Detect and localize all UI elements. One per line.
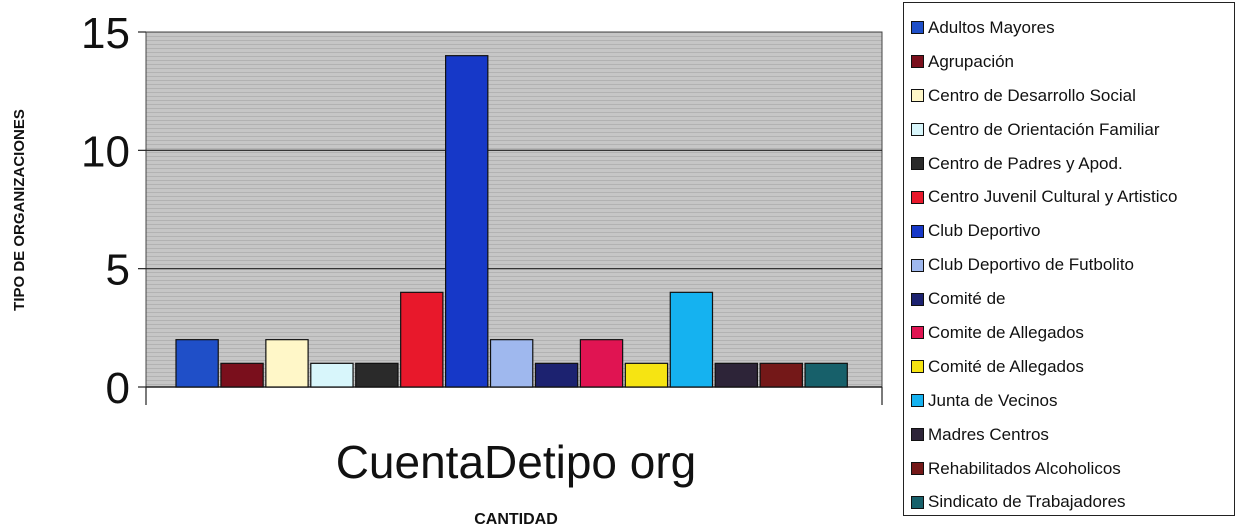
bar	[624, 362, 669, 388]
legend-label: Comité de	[928, 289, 1006, 309]
legend-swatch	[911, 360, 924, 374]
category-label: CuentaDetipo org	[336, 436, 697, 488]
bar	[804, 362, 848, 388]
legend-swatch	[911, 495, 924, 509]
legend-entry: Comité de Allegados	[904, 350, 1234, 384]
legend-label: Agrupación	[928, 51, 1015, 71]
legend-entry: Club Deportivo de Futbolito	[904, 248, 1234, 282]
y-axis-label: TIPO DE ORGANIZACIONES	[11, 109, 28, 311]
bar	[759, 362, 803, 388]
bar	[714, 362, 759, 388]
legend-swatch	[911, 428, 924, 442]
legend-entry: Madres Centros	[904, 418, 1234, 452]
legend-swatch	[911, 258, 924, 272]
legend-swatch	[911, 190, 924, 204]
bar	[489, 339, 534, 388]
legend-entry: Centro de Orientación Familiar	[904, 113, 1234, 147]
legend-swatch	[911, 123, 924, 137]
legend-entry: Junta de Vecinos	[904, 384, 1234, 418]
bar	[355, 362, 399, 388]
bars	[175, 55, 848, 388]
x-axis-label: CANTIDAD	[474, 511, 558, 528]
legend-swatch	[911, 326, 924, 340]
legend-label: Centro de Padres y Apod.	[928, 153, 1123, 173]
legend-label: Centro de Orientación Familiar	[928, 119, 1160, 139]
legend-entry: Centro de Padres y Apod.	[904, 147, 1234, 181]
legend-label: Madres Centros	[928, 424, 1049, 444]
legend-entry: Club Deportivo	[904, 214, 1234, 248]
bar	[220, 362, 264, 388]
legend-entry: Sindicato de Trabajadores	[904, 485, 1234, 519]
plot-area	[145, 31, 883, 388]
legend-entry: Centro Juvenil Cultural y Artistico	[904, 180, 1234, 214]
y-tick-label: 0	[106, 364, 130, 413]
legend-entry: Centro de Desarrollo Social	[904, 79, 1234, 113]
bar	[310, 362, 354, 388]
legend-entry: Agrupación	[904, 45, 1234, 79]
chart: 0 5 10 15 CuentaDetipo org CANTIDAD TIPO DE…	[11, 9, 883, 528]
bar	[579, 339, 624, 388]
legend-label: Club Deportivo de Futbolito	[928, 255, 1135, 275]
y-ticks: 0 5 10 15	[81, 9, 146, 413]
bar	[534, 362, 579, 388]
legend-swatch	[911, 462, 924, 476]
legend-label: Centro Juvenil Cultural y Artistico	[928, 187, 1178, 207]
legend-swatch	[911, 55, 924, 69]
legend-entry: Rehabilitados Alcoholicos	[904, 452, 1234, 486]
legend-entry: Adultos Mayores	[904, 11, 1234, 45]
legend: Adultos Mayores Agrupación Centro de Desar…	[903, 2, 1235, 516]
legend-entry: Comité de	[904, 282, 1234, 316]
bar	[400, 291, 444, 388]
legend-label: Adultos Mayores	[928, 17, 1055, 37]
legend-label: Sindicato de Trabajadores	[928, 492, 1126, 512]
y-tick-label: 10	[81, 127, 130, 176]
legend-label: Comite de Allegados	[928, 322, 1084, 342]
legend-swatch	[911, 224, 924, 238]
legend-swatch	[911, 157, 924, 170]
legend-swatch	[911, 292, 924, 306]
bar	[265, 339, 309, 388]
legend-swatch	[911, 89, 924, 103]
legend-swatch	[911, 21, 924, 35]
legend-label: Junta de Vecinos	[928, 390, 1058, 410]
y-tick-label: 15	[81, 9, 130, 58]
legend-label: Rehabilitados Alcoholicos	[928, 458, 1121, 478]
bar	[175, 339, 219, 388]
bar	[669, 291, 714, 388]
legend-label: Comité de Allegados	[928, 356, 1084, 376]
legend-label: Club Deportivo	[928, 221, 1041, 241]
legend-label: Centro de Desarrollo Social	[928, 85, 1136, 105]
y-tick-label: 5	[106, 246, 130, 295]
legend-swatch	[911, 394, 924, 408]
legend-entry: Comite de Allegados	[904, 316, 1234, 350]
bar	[445, 55, 489, 388]
